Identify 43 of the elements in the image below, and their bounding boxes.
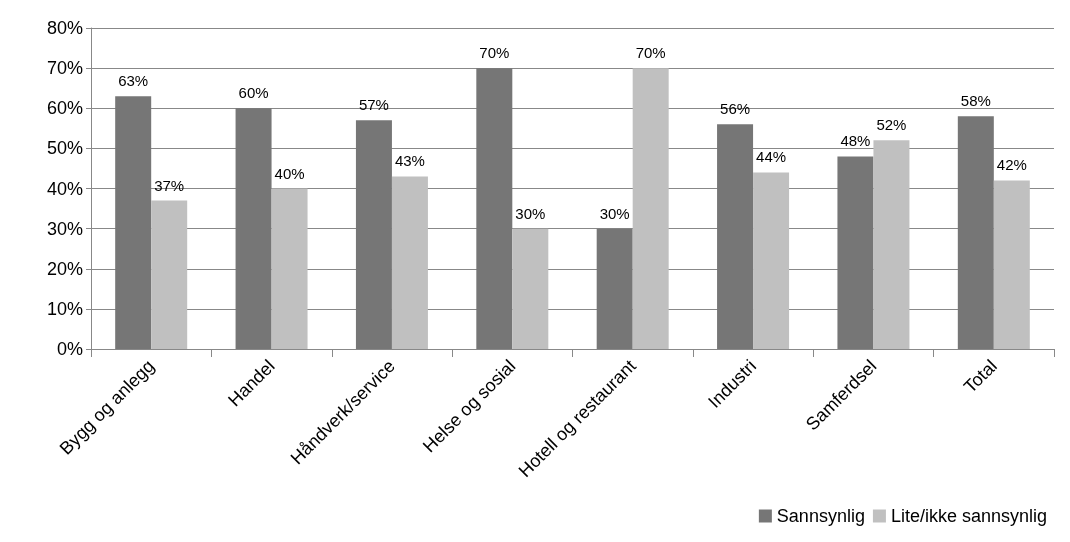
- bar: [271, 188, 308, 349]
- data-label: 30%: [515, 204, 546, 222]
- y-tick-label: 20%: [46, 258, 83, 279]
- data-label: 56%: [720, 100, 751, 118]
- bar: [596, 228, 633, 349]
- data-label: 57%: [358, 96, 389, 114]
- legend-label: Sannsynlig: [776, 506, 865, 526]
- bar: [115, 96, 152, 349]
- y-tick-label: 50%: [46, 138, 83, 159]
- data-label: 40%: [274, 164, 305, 182]
- data-label: 63%: [118, 72, 149, 90]
- bar: [993, 180, 1030, 349]
- bar: [476, 68, 513, 349]
- y-tick-label: 80%: [46, 18, 83, 38]
- data-label: 37%: [154, 176, 185, 194]
- data-label: 30%: [599, 204, 630, 222]
- bar: [873, 140, 910, 349]
- y-tick-label: 0%: [56, 339, 83, 359]
- bar: [632, 68, 669, 349]
- data-label: 42%: [996, 156, 1027, 174]
- data-label: 60%: [238, 84, 269, 102]
- bar: [512, 228, 549, 349]
- bar: [151, 200, 188, 349]
- bar: [235, 108, 272, 349]
- bar: [957, 116, 994, 349]
- y-tick-label: 30%: [46, 218, 83, 239]
- data-label: 70%: [635, 44, 666, 62]
- y-tick-label: 70%: [46, 58, 83, 79]
- data-label: 43%: [394, 152, 425, 170]
- bar: [837, 156, 874, 349]
- data-label: 70%: [479, 44, 510, 62]
- bar: [391, 176, 428, 349]
- bar: [753, 172, 790, 349]
- y-tick-label: 40%: [46, 178, 83, 199]
- bar: [717, 124, 754, 349]
- data-label: 48%: [840, 132, 871, 150]
- bar: [355, 120, 392, 349]
- data-label: 52%: [876, 116, 907, 134]
- y-tick-label: 10%: [46, 298, 83, 319]
- data-label: 44%: [756, 148, 787, 166]
- y-tick-label: 60%: [46, 98, 83, 119]
- data-label: 58%: [960, 92, 991, 110]
- legend-label: Lite/ikke sannsynlig: [890, 506, 1048, 526]
